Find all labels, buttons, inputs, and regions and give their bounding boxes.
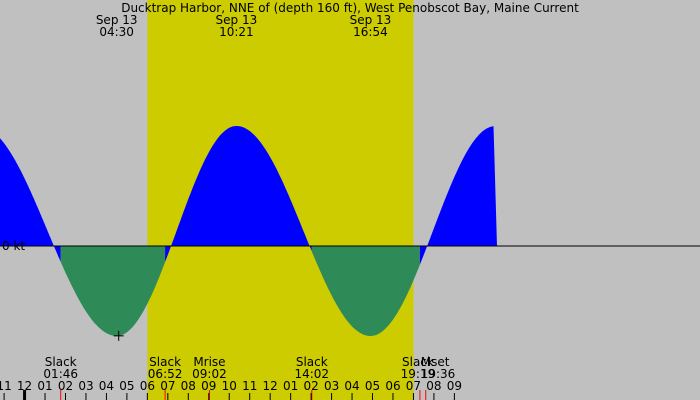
hour-tick: 04	[344, 379, 360, 400]
hour-tick: 09	[447, 379, 462, 400]
extreme-time: 10:21	[219, 25, 254, 39]
extreme-date: Sep 13	[216, 13, 258, 27]
event-name: Mrise	[193, 355, 225, 369]
hour-tick-label: 08	[181, 379, 196, 393]
hour-tick: 06	[140, 379, 155, 400]
event-time: 09:02	[192, 367, 227, 381]
hour-tick-label: 03	[78, 379, 93, 393]
flood-area	[0, 138, 61, 262]
hour-tick-label: 02	[58, 379, 73, 393]
hour-tick-label: 11	[242, 379, 257, 393]
hour-tick-label: 04	[99, 379, 114, 393]
hour-tick: 10	[222, 379, 237, 400]
hour-tick: 07	[406, 379, 421, 400]
hour-tick: 11	[0, 379, 12, 400]
ebb-area	[311, 246, 420, 336]
hour-tick: 08	[181, 379, 196, 400]
event-time: 14:02	[294, 367, 329, 381]
hour-tick: 06	[385, 379, 401, 400]
chart-title: Ducktrap Harbor, NNE of (depth 160 ft), …	[121, 1, 579, 15]
extreme-date: Sep 13	[96, 13, 138, 27]
hour-tick-label: 07	[160, 379, 175, 393]
hour-tick-label: 01	[283, 379, 298, 393]
hour-tick: 02	[58, 379, 73, 400]
flood-area	[165, 126, 312, 262]
hour-tick-label: 11	[0, 379, 12, 393]
hour-tick: 02	[303, 379, 319, 400]
hour-tick-label: 08	[426, 379, 441, 393]
hour-tick-label: 02	[303, 379, 318, 393]
extreme-time: 16:54	[353, 25, 388, 39]
hour-tick-label: 07	[406, 379, 421, 393]
extreme-time: 04:30	[99, 25, 134, 39]
hour-tick: 04	[99, 379, 114, 400]
hour-tick: 01	[283, 379, 298, 400]
zero-label: 0 kt	[2, 239, 25, 253]
hour-tick-label: 01	[37, 379, 52, 393]
hour-tick: 09	[201, 379, 216, 400]
event-time: 19:36	[421, 367, 456, 381]
ebb-area	[60, 246, 166, 336]
hour-tick: 05	[119, 379, 135, 400]
hour-tick-label: 06	[140, 379, 155, 393]
hour-tick-label: 05	[119, 379, 134, 393]
hour-tick: 01	[37, 379, 53, 400]
event-name: Slack	[296, 355, 328, 369]
hour-tick-label: 12	[263, 379, 278, 393]
hour-tick: 08	[426, 379, 442, 400]
event-time: 06:52	[148, 367, 183, 381]
flood-area	[419, 126, 700, 265]
event-time: 19:19	[401, 367, 436, 381]
current-curves	[0, 126, 700, 336]
hour-tick: 12	[263, 379, 278, 400]
hour-tick-label: 03	[324, 379, 339, 393]
event-time: 01:46	[43, 367, 78, 381]
current-time-marker	[113, 330, 124, 341]
hour-tick: 11	[242, 379, 257, 400]
hour-tick-label: 05	[365, 379, 380, 393]
event-name: Slack	[149, 355, 181, 369]
event-name: Mset	[421, 355, 450, 369]
hour-tick-label: 09	[447, 379, 462, 393]
hour-tick: 03	[78, 379, 94, 400]
hour-tick-label: 09	[201, 379, 216, 393]
event-name: Slack	[402, 355, 434, 369]
hour-tick: 05	[365, 379, 380, 400]
hour-tick: 12	[17, 379, 32, 400]
hour-tick-label: 10	[222, 379, 237, 393]
extreme-date: Sep 13	[350, 13, 392, 27]
hour-tick-label: 12	[17, 379, 32, 393]
event-name: Slack	[45, 355, 77, 369]
hour-tick: 03	[324, 379, 339, 400]
hour-axis: 11 12 01 02 03 04 05 06 07 08 09 10 11 12 01 02 03 04 05 06…	[0, 379, 462, 400]
hour-tick: 07	[160, 379, 175, 400]
hour-tick-label: 06	[385, 379, 400, 393]
bottom-events: Slack01:46Slack06:52Mrise09:02Slack14:02…	[43, 355, 455, 400]
hour-tick-label: 04	[344, 379, 359, 393]
